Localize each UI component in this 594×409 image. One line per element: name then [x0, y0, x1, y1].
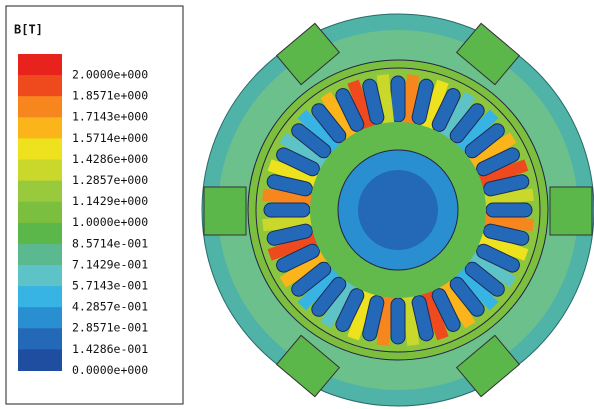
legend-label: 1.7143e+000 — [72, 110, 148, 124]
legend-swatch — [18, 160, 62, 182]
legend-label: 1.1429e+000 — [72, 194, 148, 208]
legend-label: 1.2857e+000 — [72, 173, 148, 187]
legend-swatch — [18, 138, 62, 160]
field-plot — [202, 14, 594, 406]
legend-swatch — [18, 75, 62, 97]
legend-swatch — [18, 244, 62, 266]
legend-swatch — [18, 265, 62, 287]
legend-label: 1.4286e-001 — [72, 342, 148, 356]
legend-label: 1.0000e+000 — [72, 215, 148, 229]
legend-swatch — [18, 223, 62, 245]
legend-swatch — [18, 181, 62, 203]
legend-swatch — [18, 117, 62, 139]
legend-swatch — [18, 349, 62, 371]
magnet — [550, 187, 592, 235]
legend-label: 2.0000e+000 — [72, 68, 148, 82]
legend-label: 1.5714e+000 — [72, 131, 148, 145]
slot-body — [486, 203, 532, 217]
legend-swatch — [18, 286, 62, 308]
legend: 2.0000e+000 1.8571e+000 1.7143e+000 1.5714e… — [18, 54, 148, 377]
screenshot: B[T] 2.0000e+000 1.8571e+000 1.7143e+000 1.… — [0, 0, 594, 409]
legend-swatch — [18, 96, 62, 118]
legend-swatch — [18, 307, 62, 329]
legend-label: 2.8571e-001 — [72, 321, 148, 335]
legend-label: 1.4286e+000 — [72, 152, 148, 166]
magnet — [204, 187, 246, 235]
legend-label: 5.7143e-001 — [72, 279, 148, 293]
legend-label: 1.8571e+000 — [72, 89, 148, 103]
legend-swatch — [18, 328, 62, 350]
legend-label: 0.0000e+000 — [72, 363, 148, 377]
legend-swatch — [18, 202, 62, 224]
legend-label: 4.2857e-001 — [72, 300, 148, 314]
slot-body — [264, 203, 310, 217]
legend-label: 7.1429e-001 — [72, 257, 148, 271]
legend-swatch — [18, 54, 62, 76]
slot-body — [391, 298, 405, 344]
shaft-core — [358, 170, 438, 250]
legend-title: B[T] — [14, 23, 43, 37]
legend-label: 8.5714e-001 — [72, 236, 148, 250]
